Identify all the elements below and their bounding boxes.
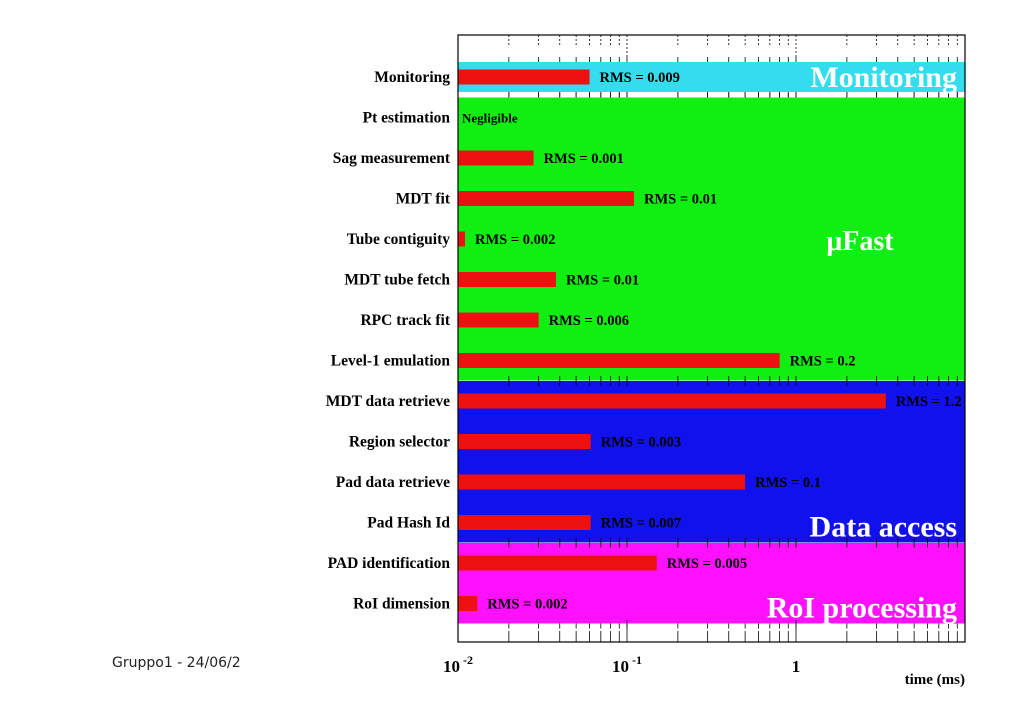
bar-annotation-monitoring: RMS = 0.009 xyxy=(600,70,680,86)
bar-roi-dimension xyxy=(458,596,478,611)
group-label-fast: μFast xyxy=(826,226,894,257)
category-label-level-1-emulation: Level-1 emulation xyxy=(331,353,451,370)
bar-annotation-level-1-emulation: RMS = 0.2 xyxy=(790,354,856,370)
x-axis-label: time (ms) xyxy=(905,672,965,688)
bar-annotation-rpc-track-fit: RMS = 0.006 xyxy=(549,313,629,329)
bar-annotation-pad-hash-id: RMS = 0.007 xyxy=(601,516,681,532)
bar-annotation-roi-dimension: RMS = 0.002 xyxy=(487,597,567,613)
plot-frame xyxy=(457,34,966,643)
category-label-pt-estimation: Pt estimation xyxy=(363,110,451,127)
category-label-region-selector: Region selector xyxy=(349,434,450,451)
bar-monitoring xyxy=(458,69,590,85)
category-labels: Monitoring Pt estimation Sag measurement MD… xyxy=(326,69,451,613)
bar-pad-data-retrieve xyxy=(458,474,746,490)
bar-annotation-pad-identification: RMS = 0.005 xyxy=(667,556,747,572)
category-label-mdt-data-retrieve: MDT data retrieve xyxy=(326,393,450,410)
bar-mdt-data-retrieve xyxy=(458,393,886,409)
bar-mdt-fit xyxy=(458,191,634,206)
bar-annotation-mdt-tube-fetch: RMS = 0.01 xyxy=(566,273,639,289)
category-label-sag-measurement: Sag measurement xyxy=(333,150,451,167)
x-tick-label: 1 xyxy=(792,657,801,676)
bar-sag-measurement xyxy=(458,150,534,166)
bar-tube-contiguity xyxy=(458,231,465,247)
group-label-data-access: Data access xyxy=(810,511,957,544)
category-label-tube-contiguity: Tube contiguity xyxy=(347,231,450,248)
bar-annotation-sag-measurement: RMS = 0.001 xyxy=(544,151,624,167)
bar-annotation-pad-data-retrieve: RMS = 0.1 xyxy=(755,475,821,491)
bars: RMS = 0.009 Negligible RMS = 0.001 RMS = 0.… xyxy=(458,69,962,613)
group-label-roi-processing: RoI processing xyxy=(767,592,957,625)
category-label-monitoring: Monitoring xyxy=(374,69,450,86)
band-fast xyxy=(458,97,965,381)
group-labels: Monitoring μFast Data access RoI processing xyxy=(767,61,957,625)
x-tick-labels: 10 -2 10 -1 1 xyxy=(443,653,800,676)
category-label-mdt-tube-fetch: MDT tube fetch xyxy=(344,272,450,289)
category-label-pad-hash-id: Pad Hash Id xyxy=(367,515,450,532)
group-label-monitoring: Monitoring xyxy=(810,61,957,94)
bar-annotation-tube-contiguity: RMS = 0.002 xyxy=(475,232,555,248)
bar-rpc-track-fit xyxy=(458,312,539,328)
bar-annotation-mdt-data-retrieve: RMS = 1.2 xyxy=(896,394,962,410)
category-label-rpc-track-fit: RPC track fit xyxy=(360,312,450,329)
bar-mdt-tube-fetch xyxy=(458,272,556,287)
category-label-pad-data-retrieve: Pad data retrieve xyxy=(336,474,450,491)
category-label-roi-dimension: RoI dimension xyxy=(353,596,450,613)
category-label-pad-identification: PAD identification xyxy=(328,555,451,572)
bar-pad-identification xyxy=(458,555,657,571)
bar-pad-hash-id xyxy=(458,515,591,530)
bar-annotation-pt-estimation: Negligible xyxy=(462,111,518,126)
bar-region-selector xyxy=(458,434,591,449)
x-tick-label: 10 -2 xyxy=(443,653,473,676)
bar-annotation-mdt-fit: RMS = 0.01 xyxy=(644,192,717,208)
bar-level-1-emulation xyxy=(458,353,780,368)
bar-annotation-region-selector: RMS = 0.003 xyxy=(601,435,681,451)
category-label-mdt-fit: MDT fit xyxy=(396,191,451,208)
x-tick-label: 10 -1 xyxy=(612,653,642,676)
footer-note: Gruppo1 - 24/06/2 xyxy=(112,655,241,671)
